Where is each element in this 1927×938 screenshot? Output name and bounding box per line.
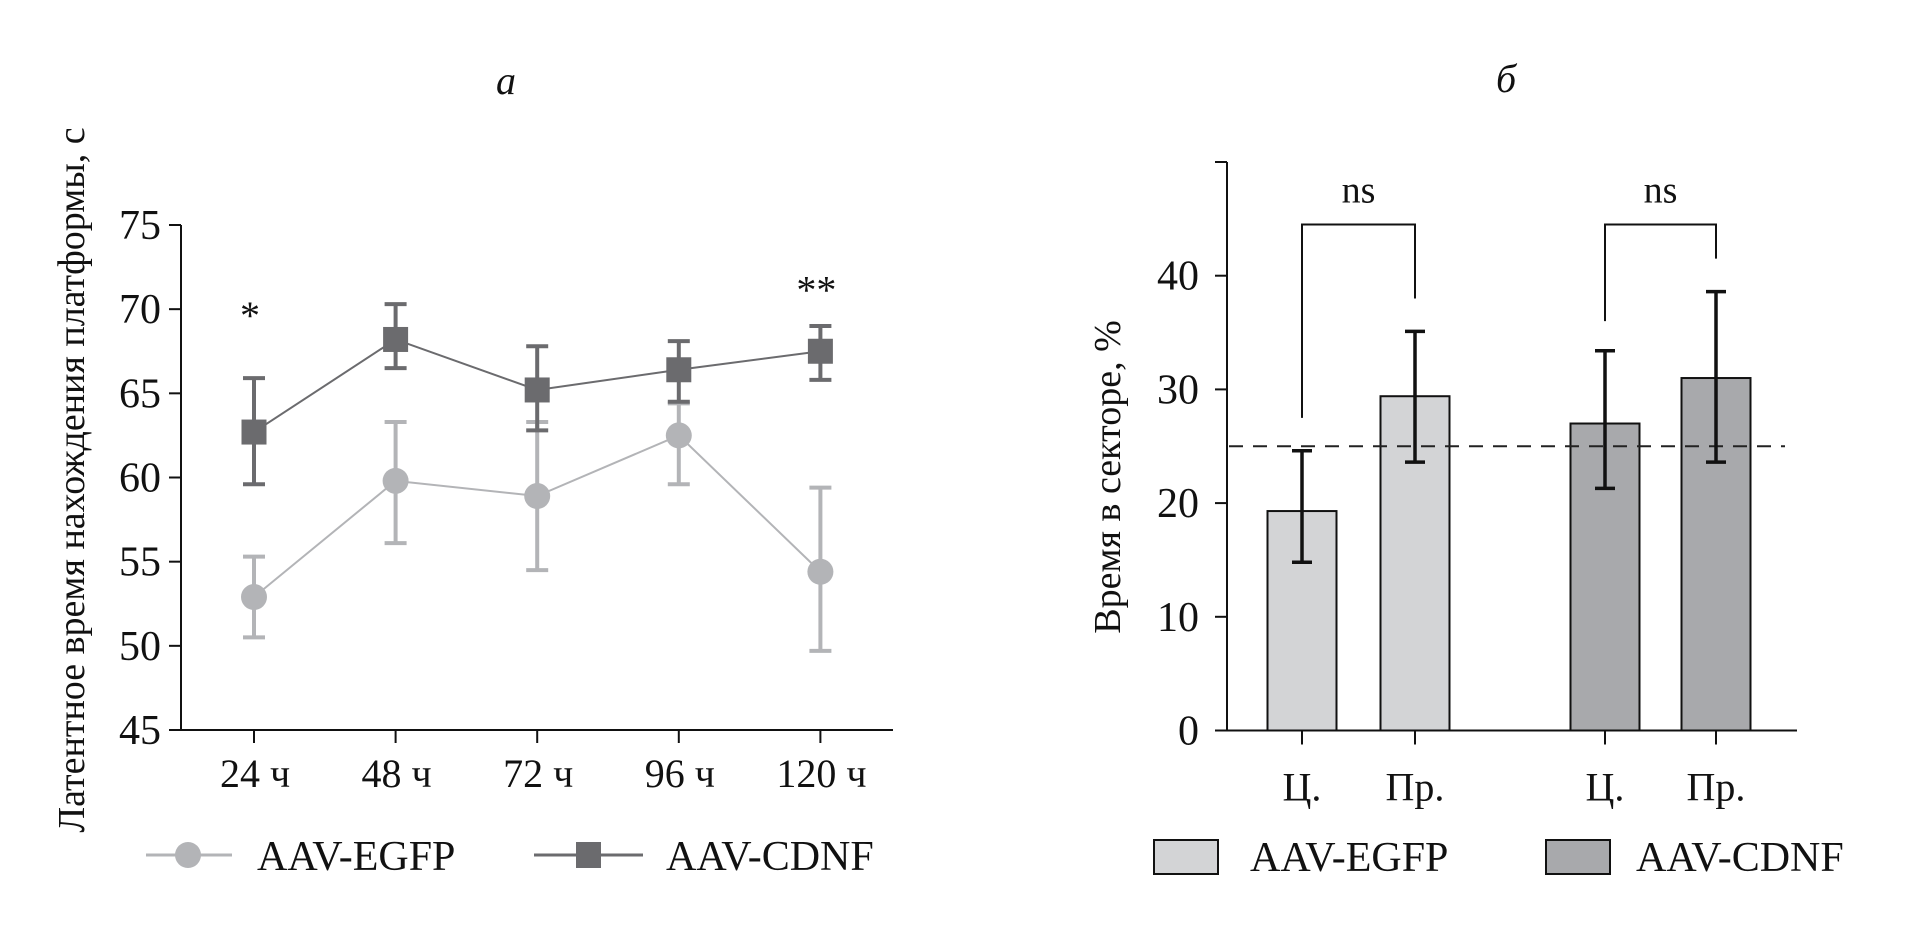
comparison-label: ns [1644, 170, 1678, 212]
legend-egfp-circle-marker [175, 842, 201, 868]
comparison-bracket: ns [1604, 170, 1717, 322]
panel-a-y-axis-title: Латентное время нахождения платформы, с [51, 127, 93, 832]
panel-b-y-ticks: 0 10 20 30 40 [1157, 254, 1227, 755]
panel-b-error-bars [1292, 289, 1726, 564]
data-point-circle [807, 558, 834, 585]
panel-a-annotations: *** [240, 268, 836, 338]
panel-a-y-ticks: 45 50 55 60 65 70 75 [119, 203, 181, 754]
series-aav-cdnf [241, 302, 833, 487]
y-tick-label: 10 [1157, 595, 1199, 641]
panel-a-series [241, 302, 834, 653]
y-tick-label: 40 [1157, 254, 1199, 300]
legend-cdnf-square-marker [576, 842, 601, 868]
x-tick-label: 24 ч [220, 751, 290, 796]
panel-a-axes [169, 225, 893, 731]
data-point-square [666, 357, 692, 383]
data-point-square [524, 377, 550, 403]
y-tick-label: 30 [1157, 367, 1199, 413]
x-tick-label: Ц. [1283, 765, 1322, 810]
panel-b-legend: AAV-EGFP AAV-CDNF [1153, 835, 1844, 881]
y-tick-label: 70 [119, 287, 161, 333]
data-point-square [241, 419, 267, 445]
y-tick-label: 55 [119, 540, 161, 586]
x-tick-label: Ц. [1586, 765, 1625, 810]
legend-item-egfp: AAV-EGFP [146, 834, 455, 880]
data-point-circle [665, 422, 692, 449]
comparison-label: ns [1342, 170, 1376, 212]
x-tick-label: 120 ч [776, 751, 866, 796]
legend-item-cdnf: AAV-CDNF [534, 834, 874, 880]
y-tick-label: 20 [1157, 481, 1199, 527]
panel-b-bars [1266, 377, 1752, 732]
legend-item-cdnf: AAV-CDNF [1545, 835, 1844, 881]
y-tick-label: 60 [119, 456, 161, 502]
panel-b-comparisons: ns ns [1301, 170, 1717, 418]
legend-egfp-swatch [1153, 839, 1219, 875]
y-tick-label: 45 [119, 708, 161, 754]
legend-cdnf-label: AAV-CDNF [666, 834, 874, 880]
data-point-square [807, 338, 833, 364]
y-tick-label: 0 [1178, 709, 1199, 755]
data-point-circle [524, 483, 551, 510]
x-tick-label: 72 ч [503, 751, 573, 796]
y-tick-label: 50 [119, 624, 161, 670]
bracket-line [1301, 223, 1416, 418]
panel-a-title: а [496, 58, 516, 103]
x-tick-label: Пр. [1386, 765, 1445, 810]
panel-b-y-axis-title: Время в секторе, % [1087, 320, 1129, 633]
comparison-bracket: ns [1301, 170, 1416, 418]
panel-b-bar-chart: б Время в секторе, % 0 10 20 30 40 Ц. Пр. Ц. Пр… [1087, 56, 1844, 881]
x-tick-label: 96 ч [645, 751, 715, 796]
legend-egfp-label: AAV-EGFP [257, 834, 455, 880]
legend-egfp-label: AAV-EGFP [1250, 835, 1448, 881]
significance-marker: * [240, 293, 260, 338]
x-tick-label: 48 ч [362, 751, 432, 796]
y-tick-label: 65 [119, 371, 161, 417]
series-aav-egfp [241, 401, 834, 653]
panel-a-x-ticks: 24 ч 48 ч 72 ч 96 ч 120 ч [220, 730, 866, 796]
legend-item-egfp: AAV-EGFP [1153, 835, 1448, 881]
panel-a-legend: AAV-EGFP AAV-CDNF [146, 834, 874, 880]
significance-marker: ** [796, 268, 836, 313]
panel-a-line-chart: а Латентное время нахождения платформы, … [51, 58, 893, 880]
panel-b-title: б [1496, 56, 1518, 101]
data-point-circle [382, 467, 409, 494]
legend-cdnf-label: AAV-CDNF [1636, 835, 1844, 881]
legend-cdnf-swatch [1545, 839, 1611, 875]
y-tick-label: 75 [119, 203, 161, 249]
data-point-circle [241, 584, 267, 611]
x-tick-label: Пр. [1687, 765, 1746, 810]
panel-b-x-ticks: Ц. Пр. Ц. Пр. [1283, 730, 1746, 810]
bracket-line [1604, 223, 1717, 322]
data-point-square [383, 326, 409, 352]
